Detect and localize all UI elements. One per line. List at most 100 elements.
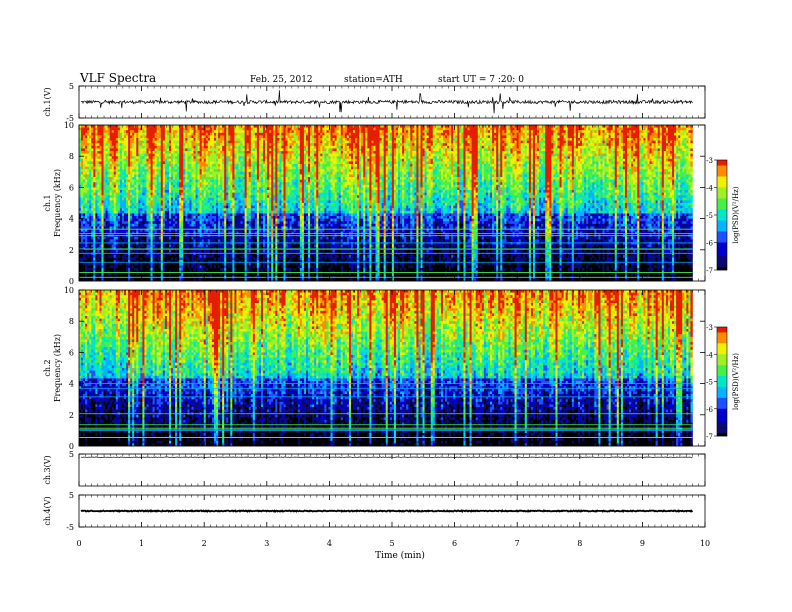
ch1-spectrogram-cell bbox=[177, 213, 179, 216]
ch1-spectrogram-cell bbox=[106, 180, 108, 183]
ch1-spectrogram-cell bbox=[144, 203, 146, 206]
ch1-spectrogram-cell bbox=[136, 242, 138, 245]
ch1-spectrogram-cell bbox=[134, 164, 136, 167]
ch1-spectrogram-cell bbox=[89, 263, 91, 266]
ch1-spectrogram-cell bbox=[126, 263, 128, 266]
ch1-spectrogram-cell bbox=[95, 141, 97, 144]
ch1-spectrogram-cell bbox=[83, 263, 85, 266]
ch1-spectrogram-cell bbox=[116, 138, 118, 141]
ch1-spectrogram-cell bbox=[187, 174, 189, 177]
ch1-spectrogram-cell bbox=[153, 151, 155, 154]
ch1-spectrogram-cell bbox=[93, 130, 95, 133]
ch1-spectrogram-cell bbox=[89, 138, 91, 141]
ch1-spectrogram-cell bbox=[144, 187, 146, 190]
ch1-spectrogram-cell bbox=[187, 255, 189, 258]
ch1-spectrogram-cell bbox=[153, 265, 155, 268]
ch1-spectrogram-cell bbox=[142, 187, 144, 190]
ch1-spectrogram-cell bbox=[165, 172, 167, 175]
ch1-spectrogram-cell bbox=[110, 252, 112, 255]
ch1-spectrogram-cell bbox=[161, 159, 163, 162]
ch1-spectrogram-cell bbox=[134, 133, 136, 136]
ch1-spectrogram-cell bbox=[140, 185, 142, 188]
ch1-spectrogram-cell bbox=[114, 172, 116, 175]
ch1-spectrogram-cell bbox=[130, 167, 132, 170]
ch1-spectrogram-cell bbox=[167, 151, 169, 154]
ch1-spectrogram-cell bbox=[140, 143, 142, 146]
ch1-spectrogram-cell bbox=[132, 252, 134, 255]
ch1-spectrogram-cell bbox=[93, 154, 95, 157]
ch1-spectrogram-cell bbox=[99, 265, 101, 268]
ch1-spectrogram-cell bbox=[187, 138, 189, 141]
ch1-spectrogram-cell bbox=[132, 211, 134, 214]
ch1-spectrogram-cell bbox=[101, 135, 103, 138]
ch1-spectrogram-cell bbox=[140, 242, 142, 245]
ch1-spectrogram-cell bbox=[177, 203, 179, 206]
ch1-spectrogram-cell bbox=[183, 161, 185, 164]
ch1-spectrogram-cell bbox=[155, 185, 157, 188]
ch1-spectrogram-cell bbox=[130, 151, 132, 154]
ch1-spectrogram-cell bbox=[136, 221, 138, 224]
ch1-spectrogram-cell bbox=[87, 252, 89, 255]
ch1-spectrogram-cell bbox=[93, 167, 95, 170]
ch1-spectrogram-cell bbox=[140, 167, 142, 170]
ch1-spectrogram-cell bbox=[171, 146, 173, 149]
ch1-spectrogram-cell bbox=[126, 174, 128, 177]
ch1-spectrogram-cell bbox=[165, 187, 167, 190]
ch1-spectrogram-cell bbox=[153, 211, 155, 214]
ch1-spectrogram-cell bbox=[146, 187, 148, 190]
ch1-spectrogram-cell bbox=[146, 190, 148, 193]
ch1-spectrogram-cell bbox=[144, 125, 146, 128]
ch1-spectrogram-cell bbox=[118, 258, 120, 261]
ch1-spectrogram-cell bbox=[114, 187, 116, 190]
ch1-spectrogram-cell bbox=[177, 180, 179, 183]
ch1-spectrogram-cell bbox=[155, 219, 157, 222]
ch1-spectrogram-cell bbox=[91, 208, 93, 211]
ch1-spectrogram-cell bbox=[128, 242, 130, 245]
ch1-spectrogram-cell bbox=[173, 193, 175, 196]
ch1-spectrogram-cell bbox=[155, 133, 157, 136]
ch1-spectrogram-cell bbox=[175, 258, 177, 261]
ch1-spectrogram-cell bbox=[171, 135, 173, 138]
ch1-spectrogram-cell bbox=[83, 211, 85, 214]
ch1-spectrogram-cell bbox=[112, 143, 114, 146]
ch1-spectrogram-cell bbox=[116, 187, 118, 190]
ch1-spectrogram-cell bbox=[91, 180, 93, 183]
ch1-spectrogram-cell bbox=[130, 182, 132, 185]
ch1-spectrogram-cell bbox=[120, 255, 122, 258]
ch1-spectrogram-cell bbox=[187, 161, 189, 164]
ch1-spectrogram-cell bbox=[163, 252, 165, 255]
ch1-spectrogram-cell bbox=[136, 138, 138, 141]
ch1-spectrogram-cell bbox=[165, 198, 167, 201]
ch1-spectrogram-cell bbox=[149, 148, 151, 151]
ch1-spectrogram-cell bbox=[144, 239, 146, 242]
ch1-spectrogram-cell bbox=[171, 219, 173, 222]
ch1-spectrogram-cell bbox=[157, 208, 159, 211]
ch1-spectrogram-cell bbox=[138, 177, 140, 180]
ch1-spectrogram-cell bbox=[110, 245, 112, 248]
ch1-spectrogram-cell bbox=[126, 245, 128, 248]
ch1-spectrogram-cell bbox=[138, 167, 140, 170]
ch1-spectrogram-cell bbox=[171, 167, 173, 170]
ch1-spectrogram-cell bbox=[149, 265, 151, 268]
ch1-spectrogram-cell bbox=[124, 135, 126, 138]
ch1-spectrogram-cell bbox=[122, 252, 124, 255]
ch1-spectrogram-cell bbox=[120, 125, 122, 128]
ch1-spectrogram-cell bbox=[151, 219, 153, 222]
ch1-spectrogram-cell bbox=[116, 177, 118, 180]
ch1-spectrogram-cell bbox=[161, 193, 163, 196]
ch1-spectrogram-cell bbox=[83, 135, 85, 138]
ch1-spectrogram-cell bbox=[144, 128, 146, 131]
ch1-spectrogram-cell bbox=[95, 133, 97, 136]
ch1-spectrogram-cell bbox=[85, 263, 87, 266]
ch1-spectrogram-cell bbox=[104, 200, 106, 203]
ch1-spectrogram-cell bbox=[108, 255, 110, 258]
ch1-spectrogram-cell bbox=[97, 177, 99, 180]
ch1-spectrogram-cell bbox=[159, 130, 161, 133]
ch1-spectrogram-cell bbox=[126, 156, 128, 159]
ch1-spectrogram-cell bbox=[155, 216, 157, 219]
ch1-spectrogram-cell bbox=[146, 203, 148, 206]
ch1-spectrogram-cell bbox=[120, 161, 122, 164]
ch1-spectrogram-cell bbox=[120, 252, 122, 255]
ch1-spectrogram-cell bbox=[112, 161, 114, 164]
ch1-spectrogram-cell bbox=[85, 224, 87, 227]
